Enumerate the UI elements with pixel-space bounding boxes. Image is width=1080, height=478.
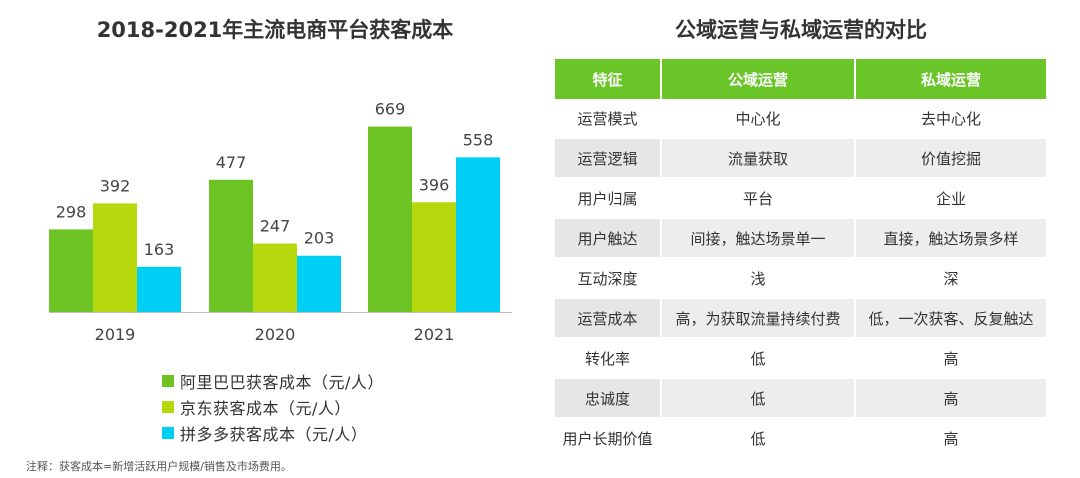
table-row: 互动深度浅深 [555,258,1048,299]
row-private-cell: 企业 [855,178,1048,219]
table-row: 运营成本 高，为获取流量持续付费 低，一次获客、反复触达 [555,298,1048,339]
data-label: 477 [216,153,247,172]
table-row: 用户归属 平台 企业 [555,178,1048,219]
bar-2020-series-2 [297,255,341,312]
bar-2019-series-1 [93,203,137,312]
row-private-cell: 去中心化 [855,99,1048,139]
x-tick-label: 2019 [95,325,136,344]
row-feature-cell: 用户长期价值 [555,418,662,459]
row-public-cell: 中心化 [661,99,856,139]
data-label: 298 [56,202,87,221]
table-row: 运营模式 中心化 去中心化 [555,99,1048,139]
row-public-cell: 低 [661,378,856,419]
row-feature-cell: 运营模式 [555,99,662,139]
table-title: 公域运营与私域运营的对比 [675,18,927,42]
chart-legend: 阿里巴巴获客成本（元/人） 京东获客成本（元/人） 拼多多获客成本（元/人） [162,368,384,446]
row-feature-cell: 转化率 [555,338,662,379]
bar-2019-series-0 [49,229,93,312]
data-label: 247 [260,217,291,236]
data-label: 203 [304,229,335,248]
legend-item-pdd: 拼多多获客成本（元/人） [162,420,384,446]
row-feature-cell: 忠诚度 [555,378,662,419]
table-row: 忠诚度低高 [555,378,1048,419]
row-public-cell: 平台 [661,178,856,219]
table-row: 用户触达 间接，触达场景单一 直接，触达场景多样 [555,218,1048,259]
bar-2021-series-2 [456,157,500,312]
bar-2021-series-0 [368,126,412,312]
row-private-cell: 直接，触达场景多样 [855,218,1048,259]
row-private-cell: 高 [855,378,1048,419]
legend-swatch-alibaba [162,375,174,387]
legend-label-alibaba: 阿里巴巴获客成本（元/人） [180,373,384,392]
row-private-cell: 高 [855,338,1048,379]
legend-item-alibaba: 阿里巴巴获客成本（元/人） [162,368,384,394]
chart-title: 2018-2021年主流电商平台获客成本 [96,18,454,42]
table-row: 运营逻辑 流量获取 价值挖掘 [555,138,1048,179]
row-feature-cell: 互动深度 [555,258,662,299]
row-public-cell: 高，为获取流量持续付费 [661,298,856,339]
bar-2020-series-0 [209,179,253,312]
data-label: 163 [144,240,175,259]
bar-chart: 298 392 163 2019 477 247 203 2020 669 396 558 2021 [49,100,512,344]
table-row: 转化率低高 [555,338,1048,379]
bar-2021-series-1 [412,202,456,312]
row-public-cell: 浅 [661,258,856,299]
row-feature-cell: 运营成本 [555,298,662,339]
row-public-cell: 低 [661,338,856,379]
legend-swatch-pdd [162,427,174,439]
row-private-cell: 高 [855,418,1048,459]
data-label: 669 [375,100,406,119]
row-private-cell: 价值挖掘 [855,138,1048,179]
x-tick-label: 2021 [414,325,455,344]
row-feature-cell: 用户触达 [555,218,662,259]
row-feature-cell: 运营逻辑 [555,138,662,179]
data-label: 396 [419,175,450,194]
legend-swatch-jd [162,401,174,413]
header-public: 公域运营 [661,59,856,99]
header-private: 私域运营 [855,59,1048,99]
row-public-cell: 间接，触达场景单一 [661,218,856,259]
header-feature: 特征 [555,59,662,99]
table-header-row: 特征 公域运营 私域运营 [555,59,1048,99]
row-public-cell: 流量获取 [661,138,856,179]
row-feature-cell: 用户归属 [555,178,662,219]
row-private-cell: 深 [855,258,1048,299]
data-label: 392 [100,176,131,195]
footnote: 注释：获客成本=新增活跃用户规模/销售及市场费用。 [26,460,292,473]
legend-label-pdd: 拼多多获客成本（元/人） [180,425,368,444]
legend-item-jd: 京东获客成本（元/人） [162,394,384,420]
row-public-cell: 低 [661,418,856,459]
legend-label-jd: 京东获客成本（元/人） [180,399,351,418]
data-label: 558 [463,130,494,149]
bar-2019-series-2 [137,266,181,312]
x-tick-label: 2020 [255,325,296,344]
table-row: 用户长期价值低高 [555,418,1048,459]
comparison-table: 特征 公域运营 私域运营 运营模式 中心化 去中心化 运营逻辑 流量获取 价值挖掘 用户归属… [555,59,1048,459]
bar-2020-series-1 [253,243,297,312]
row-private-cell: 低，一次获客、反复触达 [855,298,1048,339]
